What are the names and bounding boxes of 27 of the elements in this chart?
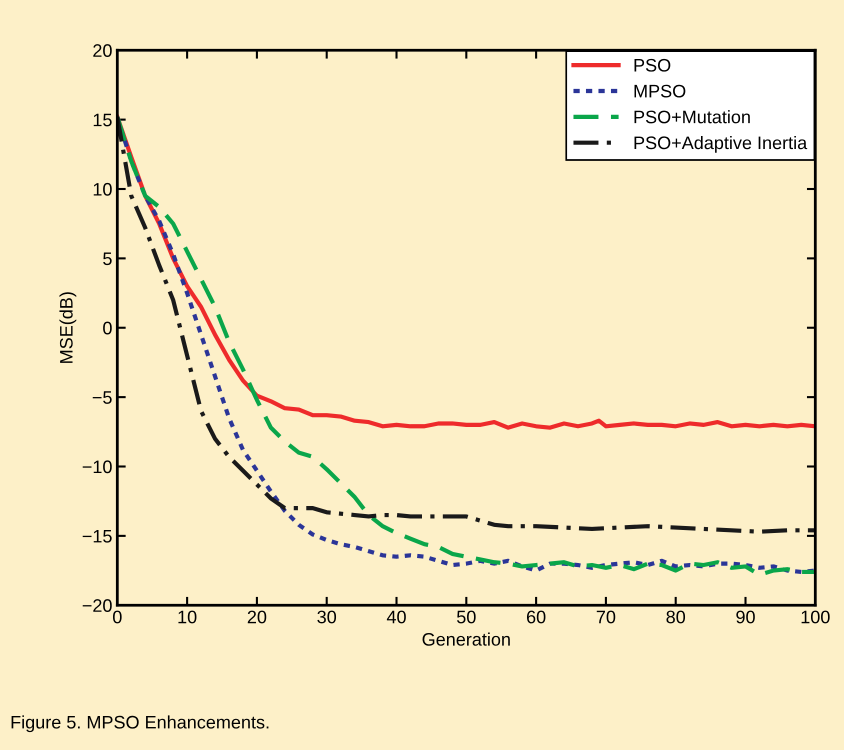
x-tick-label: 100 (802, 610, 830, 624)
x-tick-label: 80 (666, 610, 686, 624)
y-tick-label: 15 (94, 114, 112, 126)
y-axis-title: MSE(dB) (59, 292, 76, 363)
x-tick-label: 30 (317, 610, 336, 624)
x-tick-label: 60 (526, 610, 546, 624)
y-tick-label: 20 (93, 44, 112, 57)
x-tick-label: 10 (178, 610, 196, 624)
x-tick-label: 40 (386, 610, 406, 624)
y-tick-label: −15 (82, 530, 112, 543)
x-tick-label: 0 (113, 610, 122, 624)
legend-label: PSO (634, 58, 670, 72)
x-tick-label: 90 (736, 610, 755, 624)
caption: Figure 5. MPSO Enhancements. (12, 715, 268, 732)
legend-label: PSO+Adaptive Inertia (634, 136, 808, 153)
legend-label: MPSO (634, 84, 686, 98)
y-tick-label: 0 (103, 322, 112, 334)
y-tick-label: −20 (82, 599, 112, 612)
legend-label: PSO+Mutation (634, 110, 750, 124)
x-tick-label: 20 (248, 610, 266, 624)
x-tick-label: 70 (596, 610, 616, 624)
x-tick-label: 50 (456, 610, 476, 624)
y-tick-label: 5 (103, 252, 112, 266)
y-tick-label: −5 (92, 391, 112, 404)
y-tick-label: 10 (94, 182, 112, 196)
y-tick-label: −10 (82, 460, 112, 474)
x-axis-title: Generation (422, 632, 510, 646)
